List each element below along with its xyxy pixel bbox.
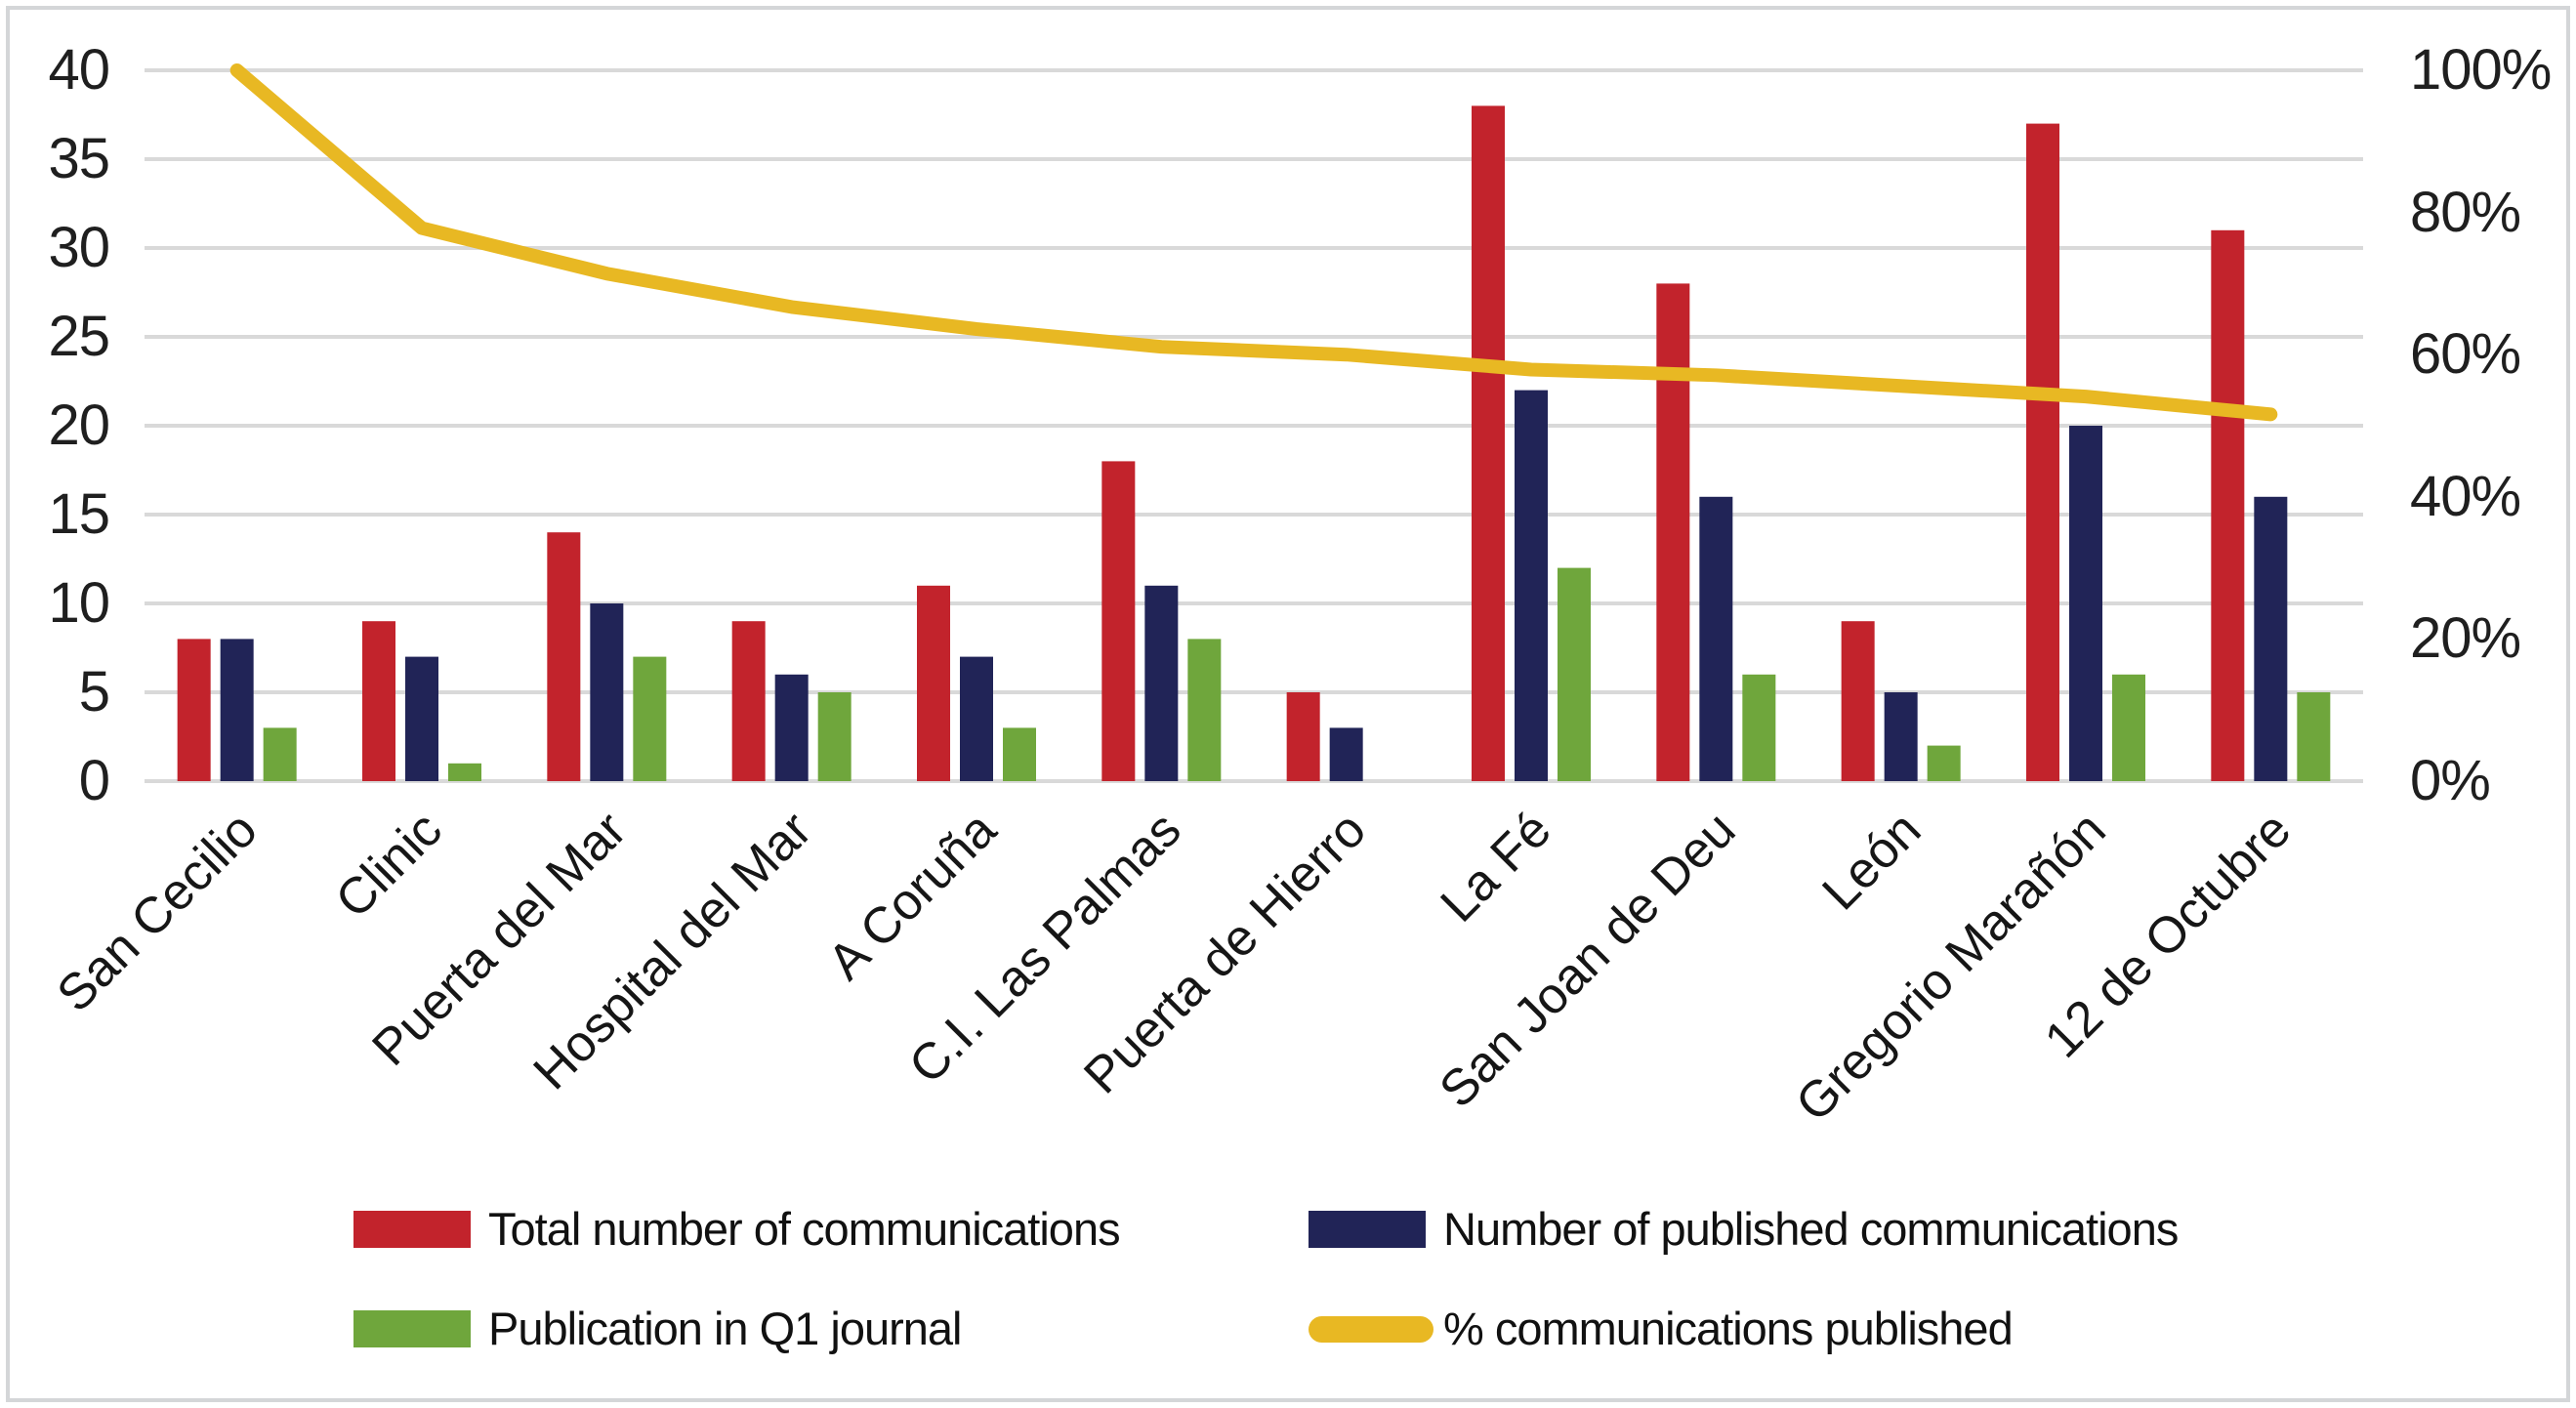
right-axis-tick-60pct: 60% [2410, 322, 2521, 387]
bar-number-12-de-octubre [2254, 496, 2288, 781]
bar-publication-clinic [448, 763, 481, 781]
bar-number-san-cecilio [220, 639, 254, 781]
bar-number-san-joan-de-deu [1699, 496, 1733, 781]
bar-number-puerta-de-hierro [1329, 727, 1363, 781]
right-axis-tick-80pct: 80% [2410, 180, 2521, 244]
bar-number-le-n [1884, 692, 1918, 781]
bar-publication-c-i-las-palmas [1187, 639, 1222, 781]
left-axis-tick-0: 0 [78, 749, 110, 812]
bar-publication-hospital-del-mar [817, 692, 852, 781]
bar-total-la-f [1472, 105, 1505, 781]
bar-number-puerta-del-mar [590, 603, 624, 781]
bar-publication-12-de-octubre [2297, 692, 2331, 781]
bar-publication-la-f [1558, 567, 1591, 781]
legend-swatch-published-communications [1309, 1211, 1426, 1248]
legend-swatch-q1-journal [353, 1310, 471, 1347]
left-axis-tick-25: 25 [48, 305, 110, 368]
bar-number-gregorio-mara-n [2069, 426, 2102, 781]
left-axis-tick-35: 35 [48, 127, 110, 190]
left-axis-tick-5: 5 [78, 660, 110, 724]
bar-publication-san-cecilio [263, 727, 297, 781]
bar-publication-san-joan-de-deu [1742, 674, 1776, 781]
bar-total-san-joan-de-deu [1656, 283, 1690, 781]
bar-number-clinic [405, 656, 438, 781]
right-axis-tick-20pct: 20% [2410, 606, 2521, 671]
bar-total-san-cecilio [177, 639, 211, 781]
bar-total-a-coru-a [917, 585, 950, 781]
bar-total-le-n [1841, 621, 1875, 781]
percent-published-line [229, 63, 2278, 422]
bar-number-la-f [1515, 390, 1548, 781]
bar-publication-gregorio-mara-n [2112, 674, 2145, 781]
legend-label-total-communications: Total number of communications [488, 1203, 1121, 1255]
bar-total-puerta-del-mar [547, 532, 581, 781]
bar-total-gregorio-mara-n [2026, 123, 2059, 782]
left-axis-tick-40: 40 [48, 38, 110, 102]
bar-total-hospital-del-mar [731, 621, 766, 781]
legend-label-percent-published: % communications published [1443, 1303, 2014, 1354]
bar-publication-le-n [1927, 745, 1961, 781]
legend-swatch-total-communications [353, 1211, 471, 1248]
bar-publication-a-coru-a [1003, 727, 1036, 781]
legend-label-published-communications: Number of published communications [1443, 1203, 2179, 1255]
right-axis-tick-100pct: 100% [2410, 38, 2552, 102]
left-axis-tick-15: 15 [48, 482, 110, 546]
bar-total-12-de-octubre [2211, 229, 2245, 782]
right-axis-tick-0pct: 0% [2410, 749, 2491, 812]
left-axis-tick-20: 20 [48, 393, 110, 457]
bar-total-clinic [362, 621, 395, 781]
legend-swatch-percent-published-line [1309, 1316, 1433, 1343]
bar-total-c-i-las-palmas [1101, 461, 1136, 781]
legend-label-q1-journal: Publication in Q1 journal [488, 1303, 962, 1354]
left-axis-tick-10: 10 [48, 571, 110, 635]
bar-number-hospital-del-mar [774, 674, 809, 781]
bar-publication-puerta-del-mar [633, 656, 667, 781]
left-axis-tick-30: 30 [48, 216, 110, 279]
right-axis-tick-40pct: 40% [2410, 464, 2521, 528]
bar-total-puerta-de-hierro [1286, 692, 1320, 781]
bar-number-c-i-las-palmas [1144, 585, 1179, 781]
bar-number-a-coru-a [960, 656, 993, 781]
